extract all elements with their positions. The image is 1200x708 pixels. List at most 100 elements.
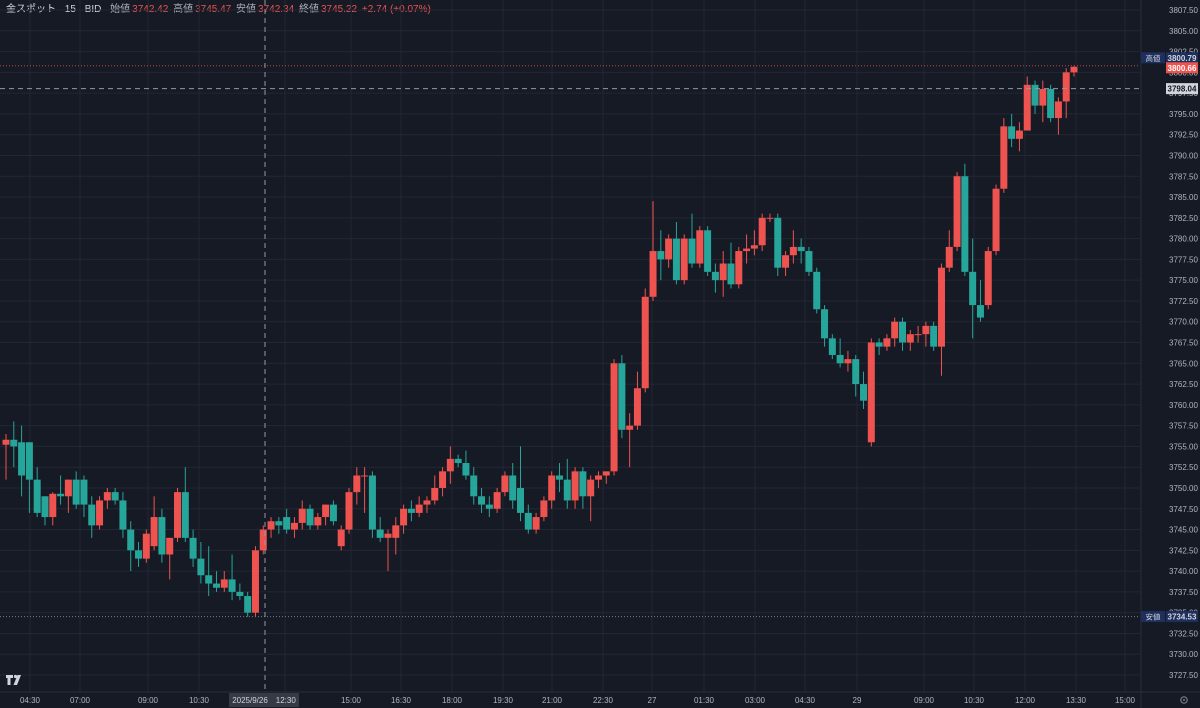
- candle-body[interactable]: [711, 271, 719, 281]
- candle-body[interactable]: [251, 550, 259, 613]
- candle-body[interactable]: [797, 246, 805, 252]
- candle-body[interactable]: [111, 492, 119, 501]
- candle-body[interactable]: [852, 359, 860, 385]
- candle-body[interactable]: [1008, 126, 1016, 139]
- candle-body[interactable]: [828, 338, 836, 355]
- candle-body[interactable]: [407, 508, 415, 513]
- candle-body[interactable]: [41, 496, 49, 518]
- candle-body[interactable]: [244, 596, 252, 613]
- candle-body[interactable]: [743, 248, 751, 252]
- candle-body[interactable]: [119, 500, 127, 530]
- candle-body[interactable]: [259, 529, 267, 551]
- candle-body[interactable]: [727, 263, 735, 285]
- candle-body[interactable]: [1015, 130, 1023, 139]
- candle-body[interactable]: [33, 479, 41, 513]
- candle-body[interactable]: [969, 271, 977, 306]
- candle-body[interactable]: [485, 504, 493, 509]
- candle-body[interactable]: [633, 388, 641, 426]
- candle-body[interactable]: [961, 176, 969, 272]
- candle-body[interactable]: [524, 512, 532, 530]
- candle-body[interactable]: [158, 517, 166, 555]
- candle-body[interactable]: [1039, 88, 1047, 106]
- candle-body[interactable]: [166, 537, 174, 555]
- candle-body[interactable]: [18, 442, 26, 476]
- candle-body[interactable]: [914, 334, 922, 336]
- candle-body[interactable]: [789, 246, 797, 256]
- candle-body[interactable]: [563, 479, 571, 501]
- candle-body[interactable]: [361, 475, 369, 477]
- candle-body[interactable]: [49, 493, 57, 518]
- candle-body[interactable]: [88, 504, 96, 526]
- candle-body[interactable]: [860, 384, 868, 401]
- candle-body[interactable]: [618, 363, 626, 430]
- candle-body[interactable]: [571, 471, 579, 501]
- candle-body[interactable]: [579, 471, 587, 497]
- candle-body[interactable]: [844, 359, 852, 364]
- candle-body[interactable]: [906, 334, 914, 343]
- candle-body[interactable]: [930, 325, 938, 347]
- candle-body[interactable]: [1031, 84, 1039, 106]
- candle-body[interactable]: [181, 492, 189, 538]
- candle-body[interactable]: [688, 238, 696, 264]
- candle-body[interactable]: [439, 471, 447, 488]
- candle-body[interactable]: [275, 521, 283, 526]
- candle-body[interactable]: [665, 238, 673, 260]
- candle-body[interactable]: [891, 321, 899, 339]
- candle-body[interactable]: [493, 492, 501, 509]
- tradingview-logo-icon[interactable]: [5, 673, 23, 687]
- candle-body[interactable]: [392, 525, 400, 538]
- candle-body[interactable]: [298, 508, 306, 523]
- candle-body[interactable]: [64, 479, 72, 497]
- candle-body[interactable]: [610, 363, 618, 472]
- candle-body[interactable]: [103, 492, 111, 501]
- candle-body[interactable]: [267, 521, 275, 530]
- candle-body[interactable]: [1047, 88, 1055, 119]
- candle-body[interactable]: [10, 439, 18, 447]
- candle-body[interactable]: [415, 504, 423, 513]
- candle-body[interactable]: [587, 479, 595, 497]
- candle-body[interactable]: [836, 354, 844, 364]
- candle-body[interactable]: [1000, 126, 1008, 189]
- candle-body[interactable]: [423, 500, 431, 505]
- candle-body[interactable]: [540, 500, 548, 518]
- candle-body[interactable]: [80, 479, 88, 505]
- candle-body[interactable]: [735, 251, 743, 285]
- candle-body[interactable]: [1070, 66, 1078, 73]
- candle-body[interactable]: [517, 487, 525, 513]
- candle-body[interactable]: [337, 529, 345, 547]
- candle-body[interactable]: [345, 492, 353, 530]
- candle-body[interactable]: [984, 251, 992, 306]
- candle-body[interactable]: [821, 309, 829, 339]
- candle-body[interactable]: [501, 475, 509, 493]
- candle-body[interactable]: [446, 458, 454, 472]
- candle-body[interactable]: [875, 342, 883, 347]
- candle-body[interactable]: [470, 475, 478, 497]
- candle-body[interactable]: [2, 439, 10, 445]
- candle-body[interactable]: [1054, 101, 1062, 119]
- candle-body[interactable]: [236, 591, 244, 597]
- candle-body[interactable]: [283, 517, 291, 530]
- candle-body[interactable]: [174, 492, 182, 538]
- candle-body[interactable]: [594, 475, 602, 480]
- candle-body[interactable]: [898, 321, 906, 343]
- candle-body[interactable]: [478, 496, 486, 505]
- candle-body[interactable]: [96, 500, 104, 526]
- candle-body[interactable]: [290, 522, 298, 530]
- candle-body[interactable]: [774, 217, 782, 268]
- candle-body[interactable]: [431, 487, 439, 501]
- candle-body[interactable]: [867, 342, 875, 443]
- candle-body[interactable]: [782, 255, 790, 268]
- candle-body[interactable]: [189, 537, 197, 559]
- candle-body[interactable]: [376, 529, 384, 538]
- candle-body[interactable]: [945, 246, 953, 268]
- candle-body[interactable]: [641, 296, 649, 389]
- candle-body[interactable]: [368, 475, 376, 530]
- candle-body[interactable]: [205, 575, 213, 584]
- candle-body[interactable]: [454, 458, 462, 464]
- candle-body[interactable]: [953, 176, 961, 247]
- candle-body[interactable]: [672, 238, 680, 281]
- candle-body[interactable]: [462, 463, 470, 476]
- candle-body[interactable]: [602, 471, 610, 476]
- candle-body[interactable]: [329, 504, 337, 522]
- candle-body[interactable]: [758, 217, 766, 246]
